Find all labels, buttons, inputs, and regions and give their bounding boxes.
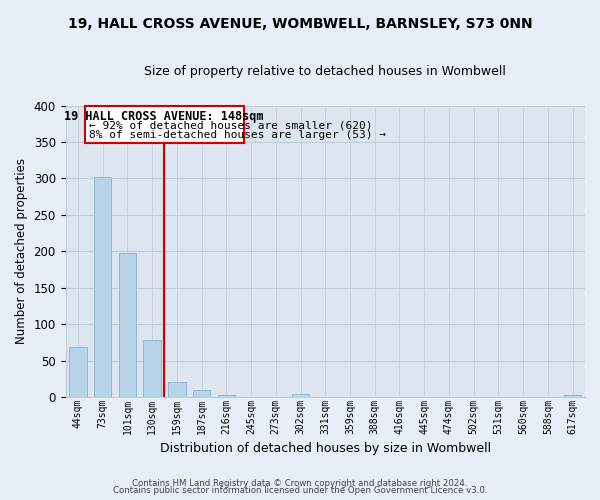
Bar [94,177,111,397]
Bar [119,254,136,397]
Text: 19, HALL CROSS AVENUE, WOMBWELL, BARNSLEY, S73 0NN: 19, HALL CROSS AVENUE, WOMBWELL, BARNSLE… [68,18,532,32]
Y-axis label: Number of detached properties: Number of detached properties [15,158,28,344]
FancyBboxPatch shape [85,106,244,142]
X-axis label: Distribution of detached houses by size in Wombwell: Distribution of detached houses by size … [160,442,491,455]
Bar [143,340,161,397]
Text: Contains public sector information licensed under the Open Government Licence v3: Contains public sector information licen… [113,486,487,495]
Bar [168,382,185,397]
Text: ← 92% of detached houses are smaller (620): ← 92% of detached houses are smaller (62… [89,120,372,130]
Bar [69,348,86,397]
Text: 19 HALL CROSS AVENUE: 148sqm: 19 HALL CROSS AVENUE: 148sqm [64,110,264,123]
Bar [218,395,235,397]
Title: Size of property relative to detached houses in Wombwell: Size of property relative to detached ho… [145,65,506,78]
Text: Contains HM Land Registry data © Crown copyright and database right 2024.: Contains HM Land Registry data © Crown c… [132,478,468,488]
Text: 8% of semi-detached houses are larger (53) →: 8% of semi-detached houses are larger (5… [89,130,386,140]
Bar [292,394,309,397]
Bar [193,390,210,397]
Bar [564,395,581,397]
